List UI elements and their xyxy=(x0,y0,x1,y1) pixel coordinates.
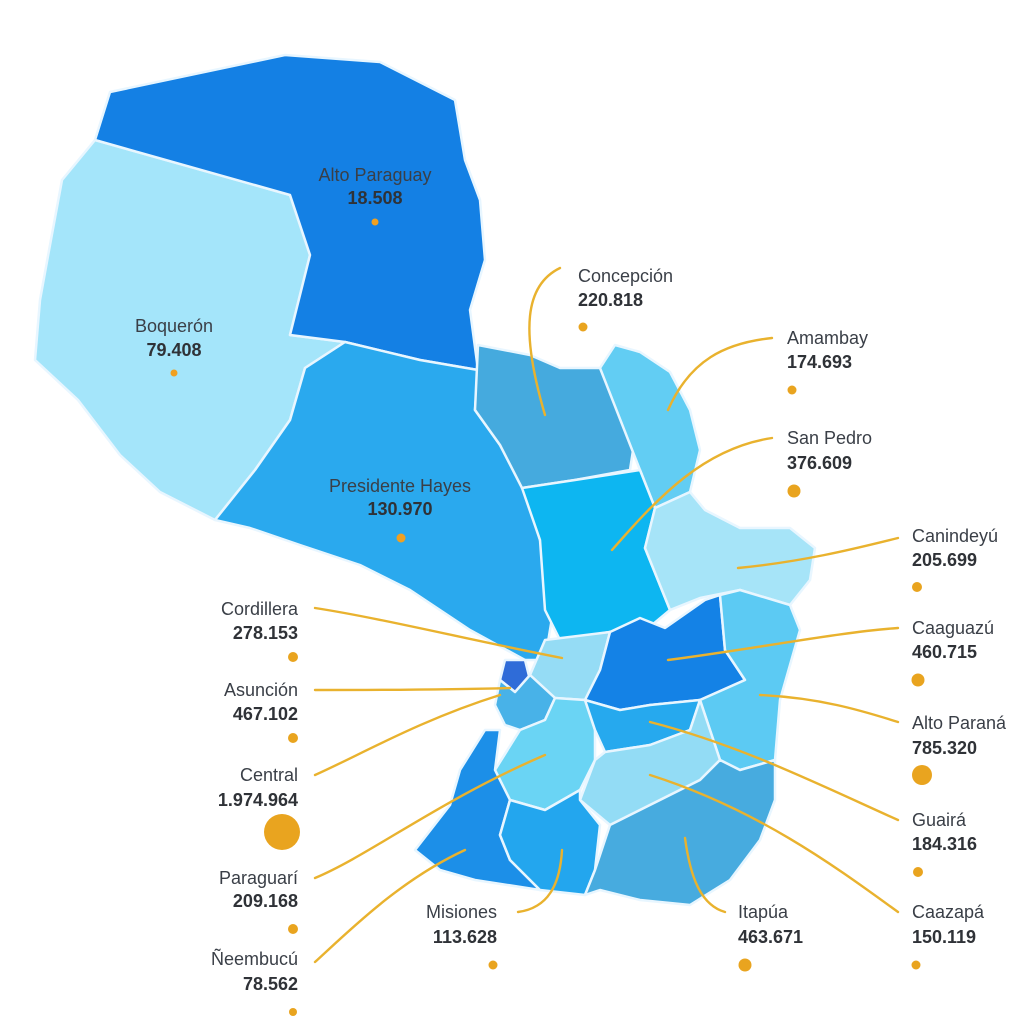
marker-san-pedro xyxy=(787,484,801,498)
label-san-pedro-value: 376.609 xyxy=(787,453,852,473)
marker-paraguari xyxy=(288,924,298,934)
label-itapua-name: Itapúa xyxy=(738,902,789,922)
label-alto-paraguay-value: 18.508 xyxy=(347,188,402,208)
leader-lines xyxy=(313,266,900,964)
region-itapua[interactable] xyxy=(583,758,777,907)
region-concepcion[interactable] xyxy=(473,343,642,490)
label-amambay-value: 174.693 xyxy=(787,352,852,372)
label-neembucu-name: Ñeembucú xyxy=(211,948,298,969)
leader-line-concepcion xyxy=(528,266,562,417)
label-central-value: 1.974.964 xyxy=(218,790,298,810)
leader-line-caazapa xyxy=(648,773,900,914)
label-alto-parana-name: Alto Paraná xyxy=(912,713,1007,733)
label-caazapa-value: 150.119 xyxy=(912,927,976,947)
leader-line-san-pedro xyxy=(610,436,774,552)
label-canindeyu-name: Canindeyú xyxy=(912,526,998,546)
label-san-pedro-name: San Pedro xyxy=(787,428,872,448)
marker-neembucu xyxy=(289,1008,297,1016)
label-boqueron-value: 79.408 xyxy=(146,340,201,360)
label-cordillera-value: 278.153 xyxy=(233,623,298,643)
label-guaira-name: Guairá xyxy=(912,810,967,830)
department-shapes xyxy=(33,53,817,907)
label-paraguari-name: Paraguarí xyxy=(219,868,298,888)
label-caazapa-name: Caazapá xyxy=(912,902,985,922)
leader-line-cordillera xyxy=(313,606,564,660)
label-misiones-name: Misiones xyxy=(426,902,497,922)
marker-guaira xyxy=(913,867,923,877)
marker-misiones xyxy=(488,960,498,970)
leader-line-neembucu xyxy=(313,848,467,964)
region-alto-paraguay[interactable] xyxy=(93,53,487,372)
label-caaguazu-value: 460.715 xyxy=(912,642,977,662)
leader-line-caaguazu xyxy=(666,626,900,662)
label-presidente-hayes-value: 130.970 xyxy=(367,499,432,519)
leader-line-itapua xyxy=(683,836,727,914)
label-central-name: Central xyxy=(240,765,298,785)
label-concepcion-name: Concepción xyxy=(578,266,673,286)
leader-line-amambay xyxy=(666,336,774,412)
region-san-pedro[interactable] xyxy=(520,468,672,642)
marker-concepcion xyxy=(578,322,588,332)
label-alto-parana-value: 785.320 xyxy=(912,738,977,758)
marker-caaguazu xyxy=(911,673,925,687)
leader-line-central xyxy=(313,693,502,777)
marker-caazapa xyxy=(911,960,921,970)
marker-canindeyu xyxy=(912,582,922,592)
marker-itapua xyxy=(738,958,752,972)
label-presidente-hayes-name: Presidente Hayes xyxy=(329,476,471,496)
leader-line-asuncion xyxy=(313,686,512,692)
marker-alto-parana xyxy=(912,765,932,785)
marker-cordillera xyxy=(288,652,298,662)
label-asuncion-value: 467.102 xyxy=(233,704,298,724)
leader-line-misiones xyxy=(516,848,564,914)
marker-alto-paraguay xyxy=(371,218,379,226)
label-asuncion-name: Asunción xyxy=(224,680,298,700)
label-concepcion-value: 220.818 xyxy=(578,290,643,310)
leader-line-guaira xyxy=(648,720,900,822)
marker-boqueron xyxy=(170,369,178,377)
marker-central xyxy=(264,814,300,850)
label-canindeyu-value: 205.699 xyxy=(912,550,977,570)
label-cordillera-name: Cordillera xyxy=(221,599,299,619)
label-itapua-value: 463.671 xyxy=(738,927,803,947)
label-alto-paraguay-name: Alto Paraguay xyxy=(318,165,431,185)
marker-presidente-hayes xyxy=(396,533,406,543)
leader-line-paraguari xyxy=(313,753,547,880)
leader-line-alto-parana xyxy=(758,693,900,724)
label-misiones-value: 113.628 xyxy=(433,927,497,947)
label-amambay-name: Amambay xyxy=(787,328,868,348)
label-paraguari-value: 209.168 xyxy=(233,891,298,911)
label-caaguazu-name: Caaguazú xyxy=(912,618,994,638)
marker-amambay xyxy=(787,385,797,395)
department-labels: Alto Paraguay 18.508 Boquerón 79.408 Pre… xyxy=(135,165,1007,1016)
label-neembucu-value: 78.562 xyxy=(243,974,298,994)
label-guaira-value: 184.316 xyxy=(912,834,977,854)
leader-line-canindeyu xyxy=(736,536,900,570)
marker-asuncion xyxy=(288,733,298,743)
label-boqueron-name: Boquerón xyxy=(135,316,213,336)
